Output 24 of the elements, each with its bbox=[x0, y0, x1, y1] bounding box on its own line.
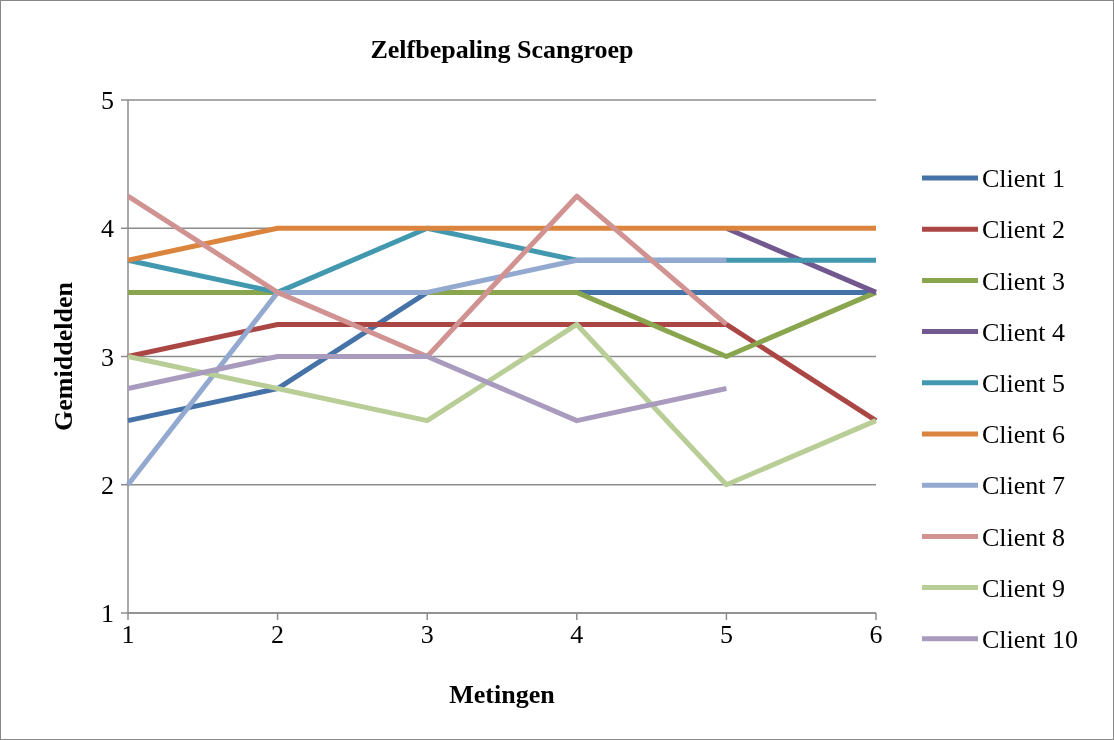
x-axis-title: Metingen bbox=[449, 680, 556, 709]
legend-label: Client 4 bbox=[982, 317, 1066, 347]
legend-label: Client 8 bbox=[982, 522, 1066, 552]
chart-title: Zelfbepaling Scangroep bbox=[370, 35, 634, 64]
x-tick-label: 1 bbox=[121, 620, 135, 649]
x-tick-label: 4 bbox=[570, 620, 584, 649]
legend-label: Client 6 bbox=[982, 420, 1066, 450]
x-tick-label: 2 bbox=[271, 620, 285, 649]
legend-label: Client 9 bbox=[982, 573, 1066, 603]
x-tick-label: 3 bbox=[420, 620, 434, 649]
y-tick-label: 2 bbox=[101, 470, 114, 500]
legend-label: Client 5 bbox=[982, 368, 1066, 398]
y-tick-label: 3 bbox=[101, 342, 114, 372]
y-tick-label: 4 bbox=[101, 214, 114, 244]
legend-label: Client 1 bbox=[982, 164, 1066, 194]
legend-label: Client 2 bbox=[982, 215, 1066, 245]
legend-label: Client 10 bbox=[982, 624, 1079, 654]
x-tick-label: 6 bbox=[869, 620, 883, 649]
y-tick-label: 1 bbox=[101, 599, 114, 629]
legend-label: Client 7 bbox=[982, 471, 1066, 501]
x-tick-label: 5 bbox=[719, 620, 733, 649]
y-tick-label: 5 bbox=[101, 86, 114, 116]
legend-label: Client 3 bbox=[982, 266, 1066, 296]
y-axis-title: Gemiddelden bbox=[49, 281, 78, 431]
